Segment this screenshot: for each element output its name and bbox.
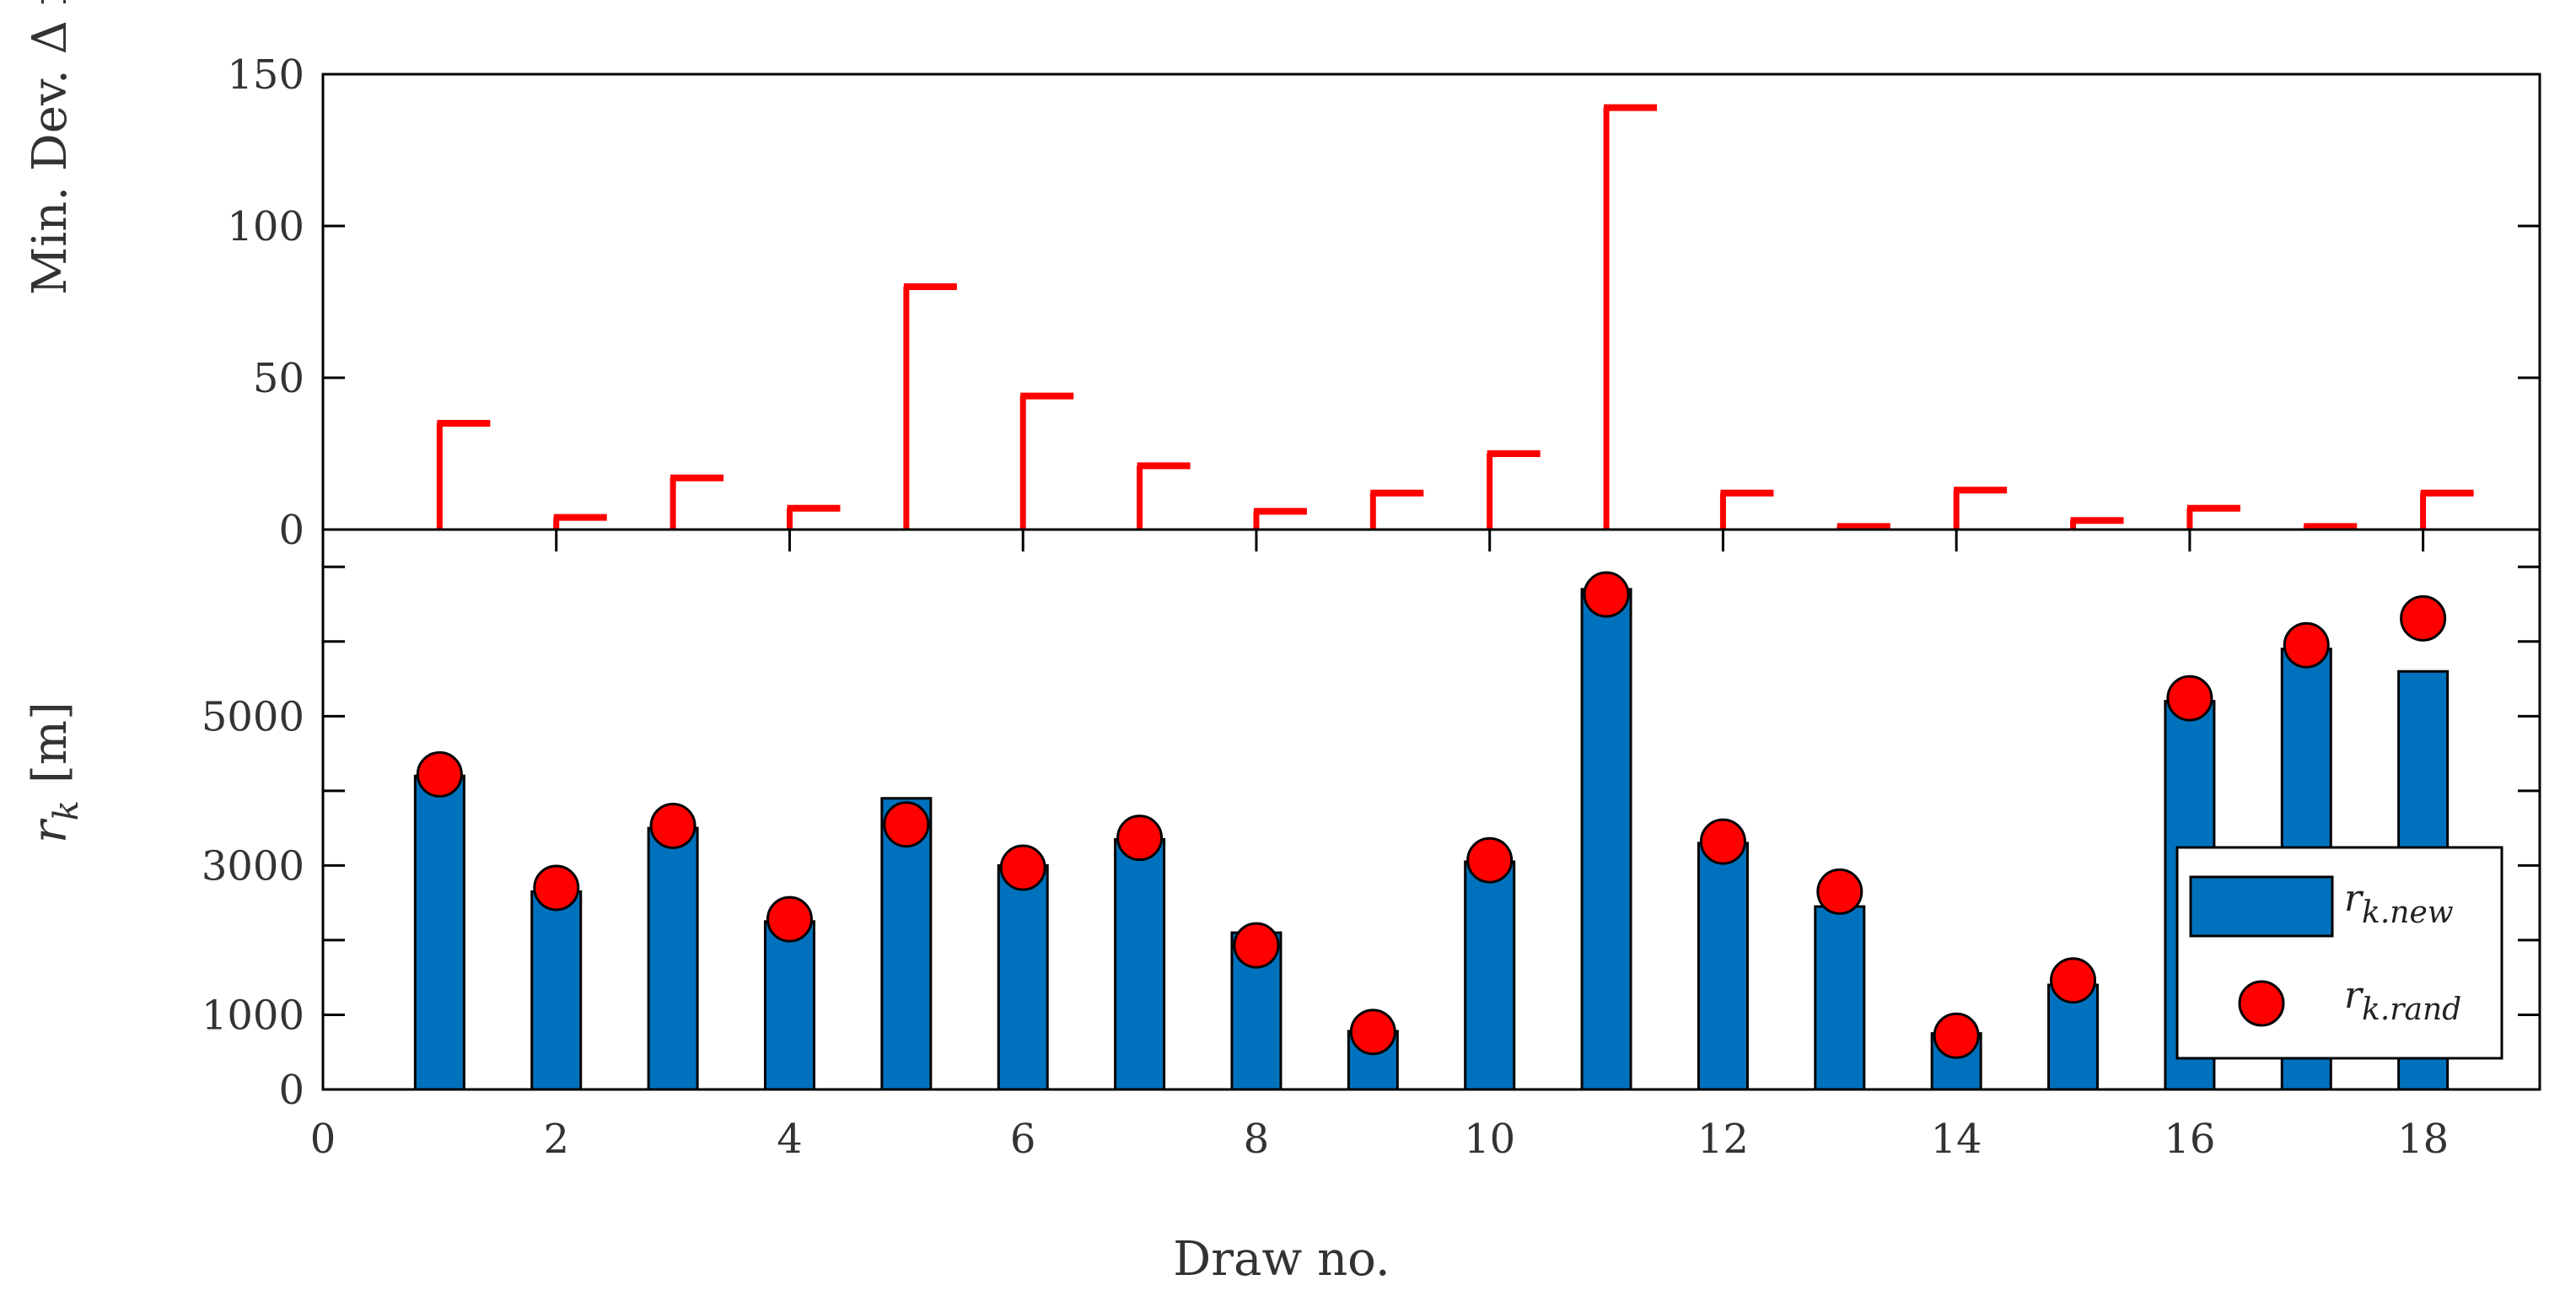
top-y-tick-label: 0 <box>278 507 304 554</box>
legend-label-rand-sub: k.rand <box>2362 992 2461 1027</box>
x-tick-label: 8 <box>1244 1116 1270 1163</box>
legend-marker-swatch <box>2238 980 2285 1027</box>
bar-r-k-new <box>1697 842 1749 1091</box>
bottom-y-tick-label: 3000 <box>202 842 304 890</box>
marker-r-k-rand <box>1466 836 1514 884</box>
marker-r-k-rand <box>999 844 1046 891</box>
marker-r-k-rand <box>1699 818 1746 865</box>
x-tick-label: 18 <box>2397 1116 2449 1163</box>
bottom-plot-frame <box>321 528 2541 1091</box>
top-y-tick-label: 150 <box>227 51 304 99</box>
legend-label-rand-symbol: r <box>2344 974 2364 1017</box>
bar-r-k-new <box>1580 588 1632 1091</box>
bottom-y-tick-label: 0 <box>278 1067 304 1114</box>
top-y-tick-label: 100 <box>227 203 304 250</box>
marker-r-k-rand <box>766 896 813 943</box>
legend-bar-swatch <box>2189 875 2334 938</box>
marker-r-k-rand <box>649 802 696 849</box>
bar-r-k-new <box>413 774 465 1091</box>
marker-r-k-rand <box>416 750 463 798</box>
marker-r-k-rand <box>533 864 580 912</box>
legend: rk.new rk.rand <box>2175 846 2503 1060</box>
marker-r-k-rand <box>2400 594 2447 642</box>
x-tick-label: 2 <box>543 1116 569 1163</box>
bottom-y-axis-label-sub: k <box>47 800 86 820</box>
marker-r-k-rand <box>1816 868 1863 915</box>
bottom-y-axis-label: rk [m] <box>23 702 86 843</box>
marker-r-k-rand <box>1233 922 1280 969</box>
legend-label-rand: rk.rand <box>2344 974 2461 1027</box>
x-tick-label: 16 <box>2164 1116 2215 1163</box>
bar-r-k-new <box>1114 837 1166 1091</box>
x-tick-label: 4 <box>777 1116 803 1163</box>
x-axis-label: Draw no. <box>1173 1232 1390 1287</box>
marker-r-k-rand <box>1116 815 1164 862</box>
bottom-y-axis-label-unit: [m] <box>23 702 78 783</box>
bar-r-k-new <box>2047 983 2100 1091</box>
marker-r-k-rand <box>1933 1012 1980 1059</box>
x-tick-label: 0 <box>310 1116 336 1163</box>
bar-r-k-new <box>763 920 815 1091</box>
axes-labels: Min. Dev. Δ rk rk [m] Draw no. <box>23 0 1390 1287</box>
marker-r-k-rand <box>1583 571 1630 618</box>
bar-r-k-new <box>530 890 583 1091</box>
marker-r-k-rand <box>883 801 930 848</box>
legend-label-new-symbol: r <box>2344 877 2364 920</box>
marker-r-k-rand <box>2166 675 2213 722</box>
x-tick-label: 10 <box>1464 1116 1515 1163</box>
top-y-tick-label: 50 <box>253 355 304 402</box>
top-y-axis-label-main: Min. Dev. Δ r <box>23 0 78 295</box>
top-plot-frame <box>321 73 2541 531</box>
top-panel: 0 50 100 150 <box>227 51 2541 554</box>
top-y-axis-label: Min. Dev. Δ rk <box>23 0 86 295</box>
marker-r-k-rand <box>1349 1008 1396 1056</box>
legend-label-new: rk.new <box>2344 877 2454 930</box>
bar-r-k-new <box>1464 860 1516 1091</box>
bar-r-k-new <box>1814 905 1866 1091</box>
x-tick-label: 12 <box>1697 1116 1749 1163</box>
marker-r-k-rand <box>2283 621 2330 669</box>
bottom-y-axis-label-symbol: r <box>23 818 78 843</box>
marker-r-k-rand <box>2050 957 2097 1004</box>
bottom-y-tick-label: 1000 <box>202 992 304 1039</box>
x-tick-label: 14 <box>1931 1116 1982 1163</box>
bar-r-k-new <box>997 863 1049 1091</box>
bar-r-k-new <box>647 826 699 1091</box>
x-tick-label: 6 <box>1010 1116 1036 1163</box>
legend-label-new-sub: k.new <box>2362 896 2454 930</box>
bottom-y-tick-label: 5000 <box>202 693 304 740</box>
